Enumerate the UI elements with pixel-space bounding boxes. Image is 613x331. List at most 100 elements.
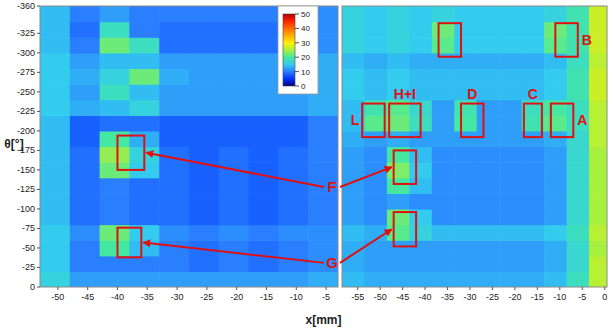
heat-cell (100, 37, 130, 53)
heat-cell (219, 209, 249, 225)
heat-cell (589, 100, 607, 116)
heat-cell (159, 53, 189, 69)
heat-cell (364, 84, 387, 100)
heat-cell (454, 131, 477, 147)
heat-cell (70, 100, 100, 116)
heat-cell (477, 100, 500, 116)
heat-cell (522, 37, 545, 53)
heat-cell (432, 225, 455, 241)
heat-cell (189, 256, 219, 272)
heat-cell (308, 115, 338, 131)
heat-cell (70, 22, 100, 38)
x-tick-label: -5 (322, 292, 330, 302)
colorbar-tick (295, 28, 299, 29)
heat-cell (278, 209, 308, 225)
annotation-box (117, 228, 141, 258)
heat-cell (40, 115, 70, 131)
heat-cell (278, 240, 308, 256)
annotation-label: F (327, 178, 336, 195)
heat-cell (567, 68, 590, 84)
heatmap-cells (40, 6, 338, 287)
x-tick (117, 287, 118, 290)
heat-cell (477, 68, 500, 84)
heat-cell (278, 100, 308, 116)
heat-cell (40, 100, 70, 116)
heat-cell (249, 147, 279, 163)
heat-cell (129, 115, 159, 131)
heat-cell (477, 193, 500, 209)
heat-cell (544, 256, 567, 272)
heat-cell (70, 68, 100, 84)
heat-cell (567, 178, 590, 194)
heat-cell (159, 271, 189, 287)
heat-cell (364, 147, 387, 163)
heat-cell (70, 6, 100, 22)
annotation-box (117, 136, 144, 170)
heat-cell (499, 84, 522, 100)
heat-cell (308, 162, 338, 178)
heat-cell (364, 68, 387, 84)
heat-cell (477, 162, 500, 178)
heat-cell (129, 100, 159, 116)
heat-cell (308, 147, 338, 163)
heat-cell (432, 193, 455, 209)
x-tick (447, 287, 448, 290)
heat-cell (544, 209, 567, 225)
heat-cell (567, 240, 590, 256)
heat-cell (249, 22, 279, 38)
heat-cell (567, 147, 590, 163)
heat-cell (454, 100, 477, 116)
heat-cell (387, 147, 410, 163)
heat-cell (454, 162, 477, 178)
heat-cell (432, 209, 455, 225)
heat-cell (129, 193, 159, 209)
annotation-box (524, 104, 542, 138)
heat-cell (432, 147, 455, 163)
colorbar-tick-label: 50 (301, 10, 310, 19)
heat-cell (454, 68, 477, 84)
y-tick-label: 0 (30, 282, 35, 292)
x-tick-label: 0 (602, 292, 607, 302)
heat-cell (219, 68, 249, 84)
colorbar-tick (295, 42, 299, 43)
annotation-box (555, 23, 577, 57)
annotation-arrow (340, 229, 392, 263)
heat-cell (409, 53, 432, 69)
heat-cell (387, 162, 410, 178)
heat-cell (454, 37, 477, 53)
x-tick (582, 287, 583, 290)
heat-cell (544, 131, 567, 147)
y-tick-label: -150 (17, 165, 35, 175)
heat-cell (40, 162, 70, 178)
heat-cell (432, 256, 455, 272)
heat-cell (219, 37, 249, 53)
heat-cell (364, 209, 387, 225)
heat-cell (409, 68, 432, 84)
annotation-label: C (528, 86, 538, 102)
x-tick (537, 287, 538, 290)
heat-cell (364, 6, 387, 22)
annotation-box (394, 212, 416, 246)
heat-cell (544, 84, 567, 100)
heat-cell (432, 178, 455, 194)
heat-cell (189, 193, 219, 209)
annotation-label: A (577, 112, 587, 128)
y-tick (37, 189, 40, 190)
heat-cell (219, 193, 249, 209)
heat-cell (432, 53, 455, 69)
body: {"chart_data": { "type": "heatmap", "yla… (0, 0, 613, 331)
heat-cell (589, 68, 607, 84)
heat-cell (249, 131, 279, 147)
heat-cell (432, 84, 455, 100)
heat-cell (364, 178, 387, 194)
heat-cell (159, 256, 189, 272)
heat-cell (40, 68, 70, 84)
heat-cell (219, 225, 249, 241)
heat-cell (189, 131, 219, 147)
heat-cell (432, 162, 455, 178)
heat-cell (409, 256, 432, 272)
heat-cell (499, 225, 522, 241)
heat-cell (100, 209, 130, 225)
heat-cell (477, 131, 500, 147)
heat-cell (499, 193, 522, 209)
